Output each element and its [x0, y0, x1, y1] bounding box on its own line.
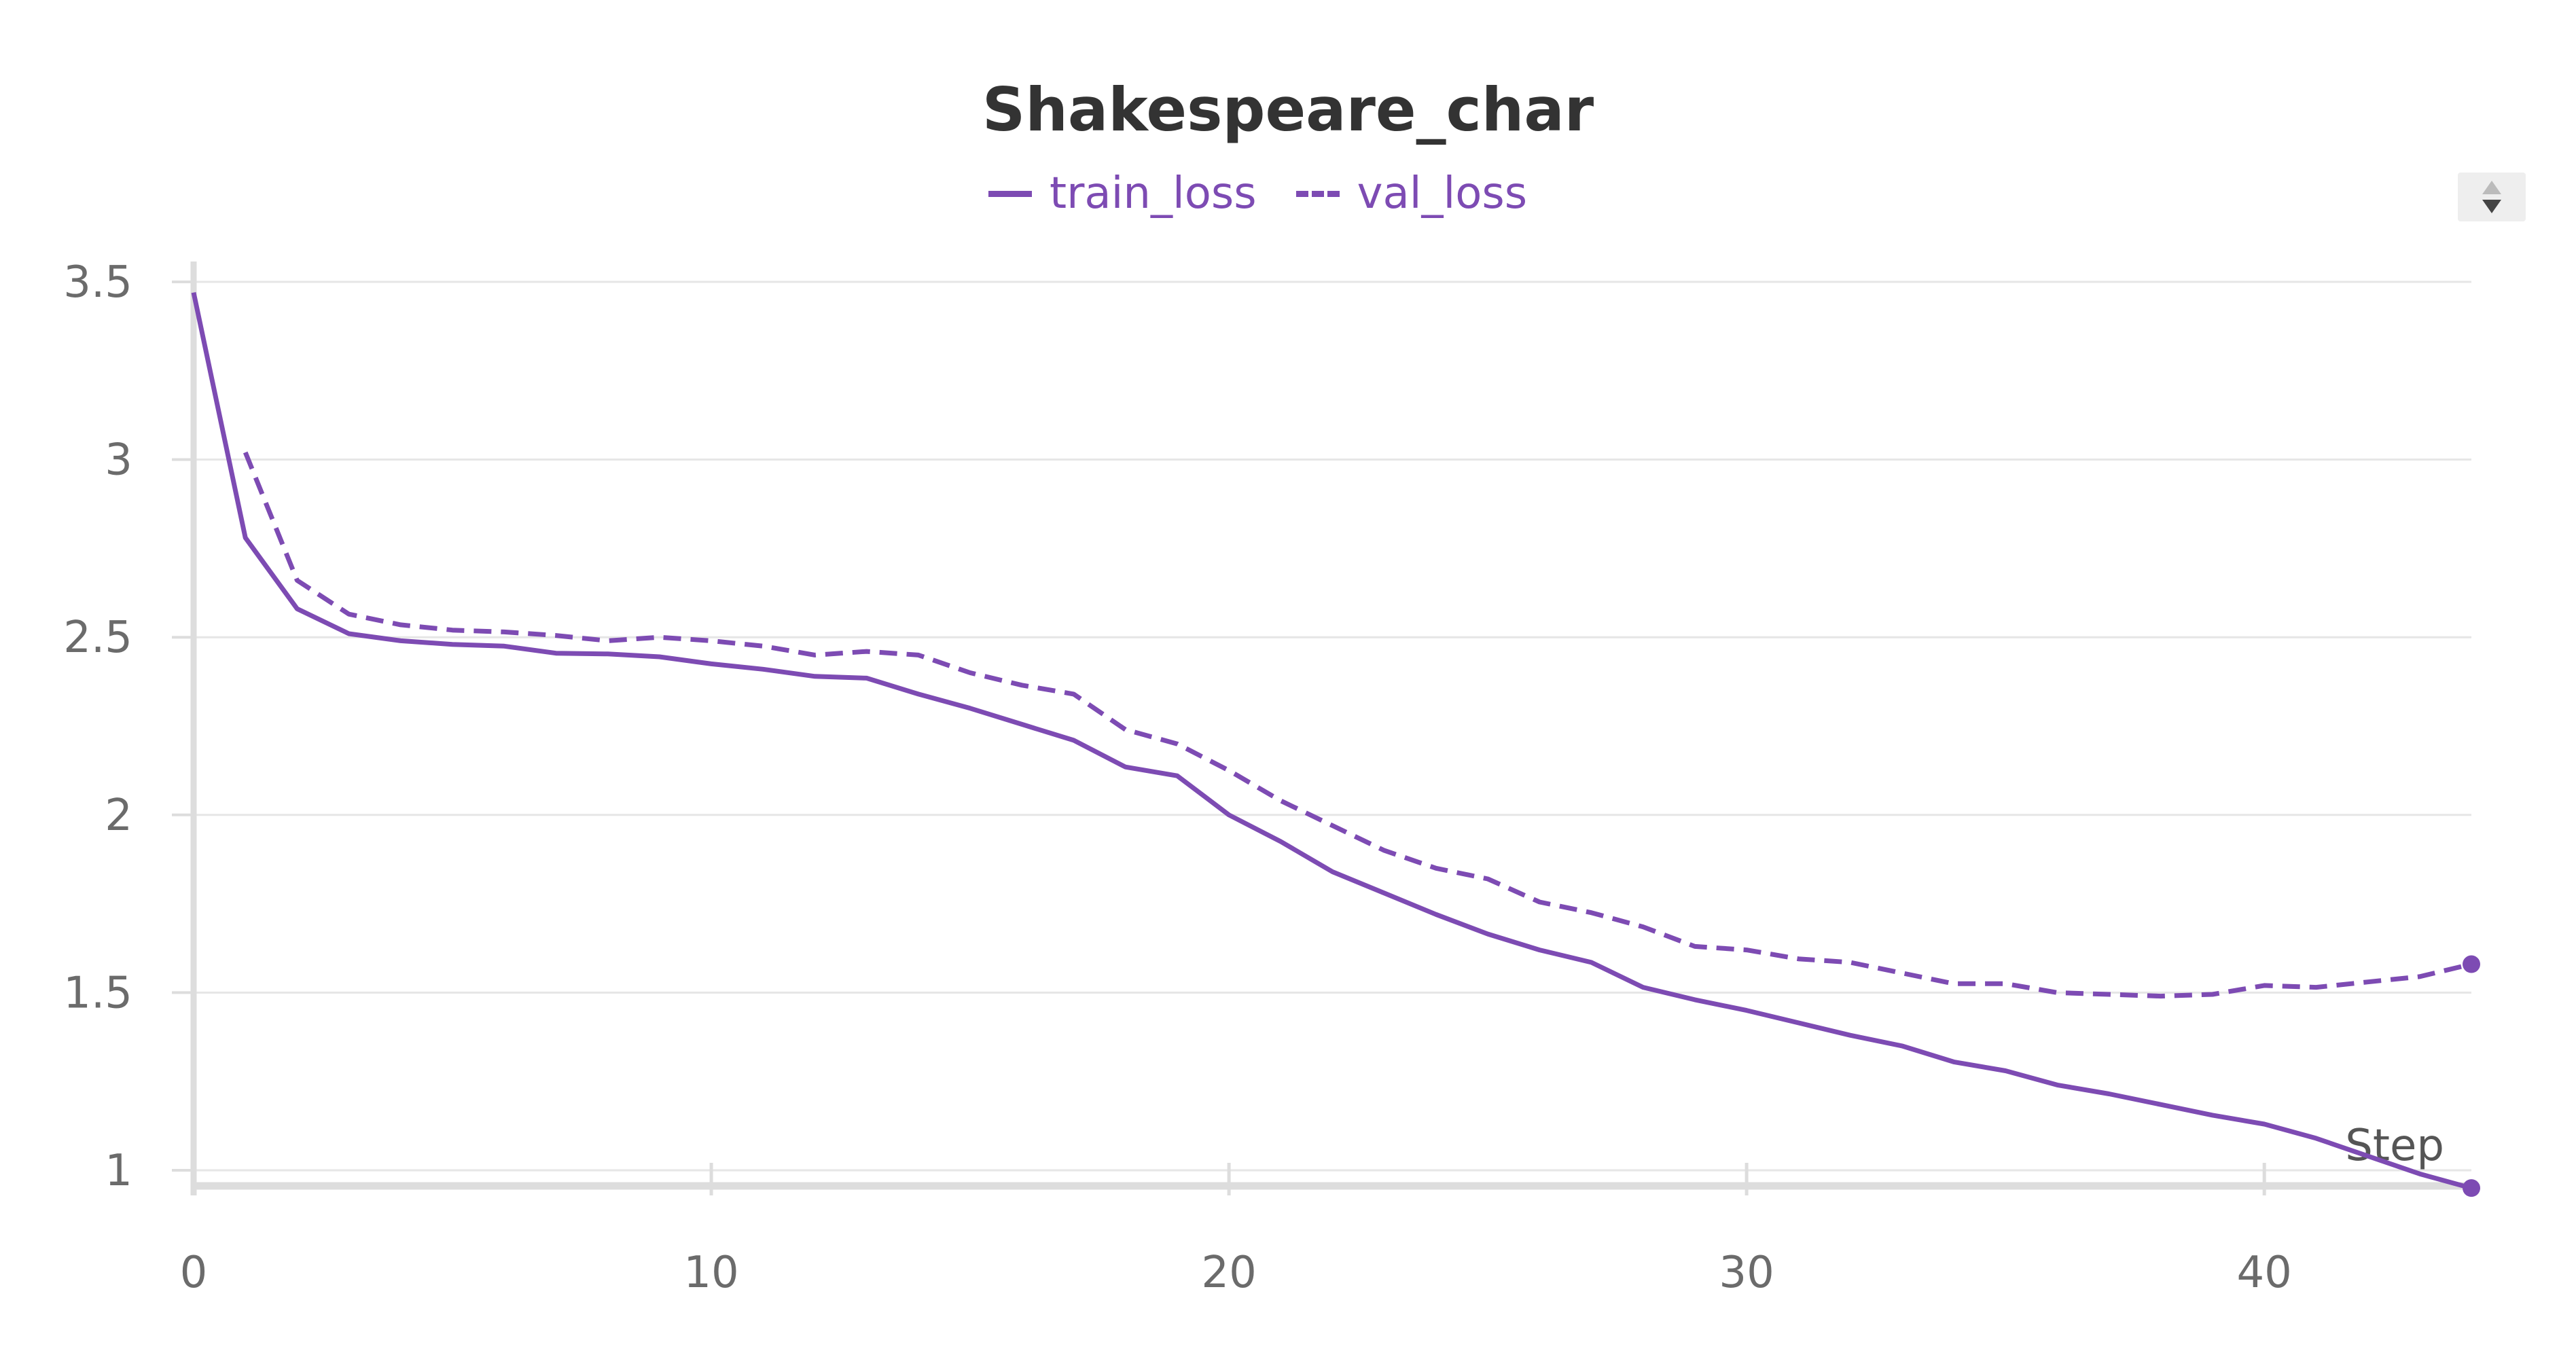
data-point-val-loss [400, 624, 401, 625]
data-point-train-loss [1125, 767, 1126, 768]
data-point-val-loss [2419, 976, 2420, 977]
x-tick-label: 20 [1201, 1248, 1256, 1298]
y-tick-label: 2.5 [63, 613, 132, 663]
chart-title: Shakespeare_char [982, 75, 1594, 145]
legend-item-val-loss[interactable]: val_loss [1295, 168, 1528, 219]
data-point-train-loss [1332, 871, 1333, 872]
legend-label-train-loss: train_loss [1050, 168, 1257, 219]
data-point-train-loss [1798, 1022, 1799, 1023]
data-point-val-loss [1073, 693, 1074, 694]
data-point-val-loss [297, 580, 298, 581]
data-point-val-loss [348, 614, 349, 615]
data-point-val-loss [2057, 992, 2058, 993]
data-point-train-loss [452, 644, 453, 645]
data-point-train-loss [245, 537, 246, 538]
y-tick-label: 1.5 [63, 968, 132, 1018]
chart-legend: train_loss val_loss [988, 168, 1567, 219]
series-line-train-loss [191, 291, 2472, 1191]
data-point-train-loss [2463, 1179, 2480, 1197]
y-tick-label: 3 [105, 435, 132, 486]
x-tick-label: 40 [2236, 1248, 2291, 1298]
data-point-train-loss [607, 653, 608, 654]
data-point-train-loss [2160, 1104, 2161, 1105]
data-point-val-loss [1435, 868, 1436, 869]
data-point-train-loss [2367, 1156, 2368, 1157]
data-point-val-loss [1229, 770, 1230, 771]
data-point-val-loss [1798, 958, 1799, 959]
x-tick-label: 30 [1719, 1248, 1774, 1298]
x-tick-label: 0 [180, 1248, 208, 1298]
data-point-train-loss [1901, 1045, 1902, 1046]
data-point-val-loss [1539, 901, 1540, 902]
data-point-val-loss [1125, 729, 1126, 730]
sort-up-icon [2482, 181, 2501, 194]
x-axis-label: Step [2345, 1121, 2444, 1171]
data-point-train-loss [504, 646, 505, 647]
data-point-val-loss [2463, 955, 2480, 973]
y-tick-label: 3.5 [63, 257, 132, 308]
legend-swatch-dashed [1295, 190, 1340, 197]
data-point-val-loss [970, 672, 971, 673]
data-point-train-loss [659, 656, 660, 657]
data-point-train-loss [348, 633, 349, 634]
legend-item-train-loss[interactable]: train_loss [988, 168, 1257, 219]
data-point-val-loss [2212, 994, 2213, 995]
data-point-train-loss [763, 669, 764, 670]
y-tick-label: 2 [105, 791, 132, 841]
data-point-val-loss [245, 452, 246, 453]
data-point-val-loss [1694, 946, 1695, 947]
legend-sort-toggle[interactable] [2458, 173, 2526, 221]
data-point-val-loss [2367, 981, 2368, 982]
data-point-train-loss [1229, 814, 1230, 815]
legend-swatch-solid [988, 190, 1032, 197]
data-point-train-loss [1694, 999, 1695, 1000]
data-point-train-loss [2264, 1123, 2265, 1124]
x-tick-label: 10 [683, 1248, 738, 1298]
sort-down-icon [2482, 200, 2501, 213]
data-point-val-loss [2264, 985, 2265, 986]
data-point-val-loss [1591, 912, 1592, 913]
legend-label-val-loss: val_loss [1357, 168, 1528, 219]
data-point-val-loss [659, 637, 660, 638]
y-tick-label: 1 [105, 1146, 132, 1196]
data-point-train-loss [2005, 1070, 2006, 1071]
data-point-val-loss [866, 651, 867, 652]
data-point-train-loss [1435, 914, 1436, 915]
data-point-val-loss [1332, 825, 1333, 826]
data-point-train-loss [866, 678, 867, 679]
series-line-val-loss [243, 451, 2472, 999]
data-point-val-loss [763, 646, 764, 647]
